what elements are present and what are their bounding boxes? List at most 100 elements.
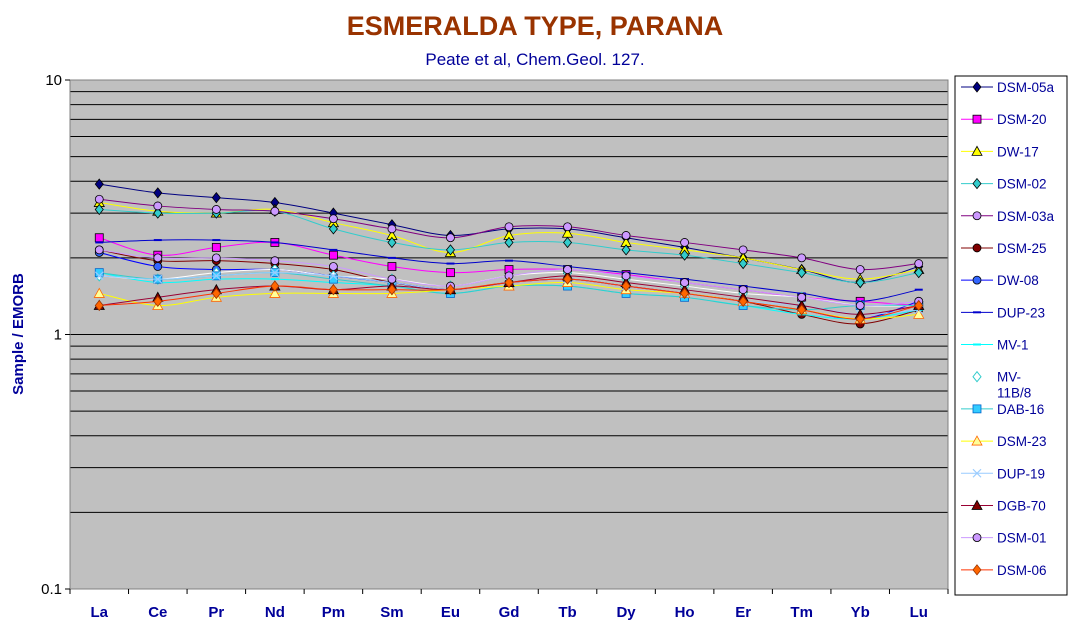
legend-marker [972, 533, 982, 543]
legend-label: DUP-19 [997, 466, 1045, 481]
data-point [621, 231, 631, 240]
data-point [504, 276, 514, 289]
data-point [445, 244, 455, 256]
data-point [914, 259, 924, 268]
marker-stroke [153, 274, 163, 284]
legend-entry: DSM-25 [961, 241, 1047, 256]
legend-label: MV-1 [997, 338, 1029, 353]
legend-label: DUP-23 [997, 305, 1045, 320]
data-point [913, 308, 925, 319]
data-point [914, 299, 924, 312]
data-point [328, 223, 338, 235]
data-point [680, 287, 690, 300]
data-point [328, 250, 338, 260]
data-point [387, 224, 397, 234]
y-tick-label: 0.1 [41, 581, 62, 598]
data-point [153, 274, 163, 284]
legend-label: DGB-70 [997, 498, 1046, 513]
data-point [855, 313, 865, 325]
data-point [563, 222, 572, 232]
data-point [680, 278, 689, 287]
data-point [855, 276, 865, 289]
data-point [153, 262, 163, 271]
y-tick-label: 1 [54, 327, 62, 344]
legend-marker [972, 177, 982, 190]
legend-entry: DSM-01 [961, 531, 1047, 546]
x-tick-label: Ho [675, 604, 695, 621]
y-tick-label: 10 [45, 72, 62, 89]
series-dsm-06 [94, 273, 924, 325]
legend-marker [971, 145, 983, 156]
data-point [94, 203, 104, 216]
data-point [94, 299, 104, 312]
data-point [738, 257, 748, 270]
data-point [387, 274, 397, 284]
legend-label: MV- [997, 370, 1021, 385]
legend-label: DSM-20 [997, 112, 1047, 127]
x-tick-label: Tb [558, 604, 576, 621]
data-point [328, 271, 338, 281]
legend-marker [971, 499, 983, 510]
x-tick-label: La [91, 604, 109, 621]
legend-entry: MV-11B/8 [961, 370, 1031, 401]
data-point [387, 262, 397, 271]
data-point [211, 242, 221, 252]
legend-entry: DSM-06 [961, 563, 1047, 578]
x-tick-label: Nd [265, 604, 285, 621]
marker-stroke [211, 271, 221, 281]
data-point [328, 262, 338, 271]
data-point [94, 194, 104, 204]
data-point [153, 187, 163, 199]
data-point [93, 287, 105, 298]
marker-stroke [94, 271, 104, 281]
data-point [563, 265, 572, 274]
legend-label: DSM-06 [997, 563, 1047, 578]
data-point [153, 295, 163, 307]
x-tick-label: Pm [322, 604, 345, 621]
legend-marker [972, 114, 982, 124]
legend-entry: DUP-19 [961, 466, 1045, 481]
data-point [797, 292, 807, 302]
legend-entry: DSM-02 [961, 177, 1047, 192]
legend-entry: DSM-23 [961, 434, 1047, 449]
legend-entry: DSM-20 [961, 112, 1047, 127]
legend-entry: DW-08 [961, 273, 1039, 288]
legend-marker [972, 370, 982, 383]
data-point [387, 284, 397, 296]
data-point [621, 244, 631, 256]
legend-marker [972, 564, 982, 576]
data-point [797, 267, 807, 279]
data-point [270, 206, 280, 216]
chart-title: ESMERALDA TYPE, PARANA [347, 11, 724, 41]
data-point [328, 214, 338, 224]
legend-label: DSM-01 [997, 531, 1047, 546]
data-point [914, 267, 924, 279]
legend-marker [972, 404, 982, 414]
legend-entry: DSM-05a [961, 80, 1055, 95]
data-point [211, 271, 221, 281]
data-point [270, 268, 280, 278]
data-point [445, 284, 455, 296]
data-point [621, 271, 631, 281]
legend-label: DSM-23 [997, 434, 1047, 449]
x-tick-label: Yb [851, 604, 870, 621]
data-point [153, 201, 163, 211]
data-point [387, 236, 397, 249]
data-point [211, 287, 221, 300]
data-point [855, 301, 865, 310]
legend-label: DSM-02 [997, 177, 1047, 192]
legend-marker [972, 275, 982, 285]
data-point [797, 304, 807, 316]
data-point [94, 245, 104, 255]
data-point [94, 233, 104, 243]
data-point [563, 236, 573, 249]
x-tick-label: Pr [208, 604, 224, 621]
legend-label: DSM-05a [997, 80, 1055, 95]
data-point [621, 280, 631, 292]
marker-stroke [972, 468, 982, 478]
chart-subtitle: Peate et al, Chem.Geol. 127. [425, 50, 644, 69]
data-point [446, 233, 455, 243]
legend-entry: DAB-16 [961, 402, 1044, 417]
data-point [153, 207, 163, 219]
